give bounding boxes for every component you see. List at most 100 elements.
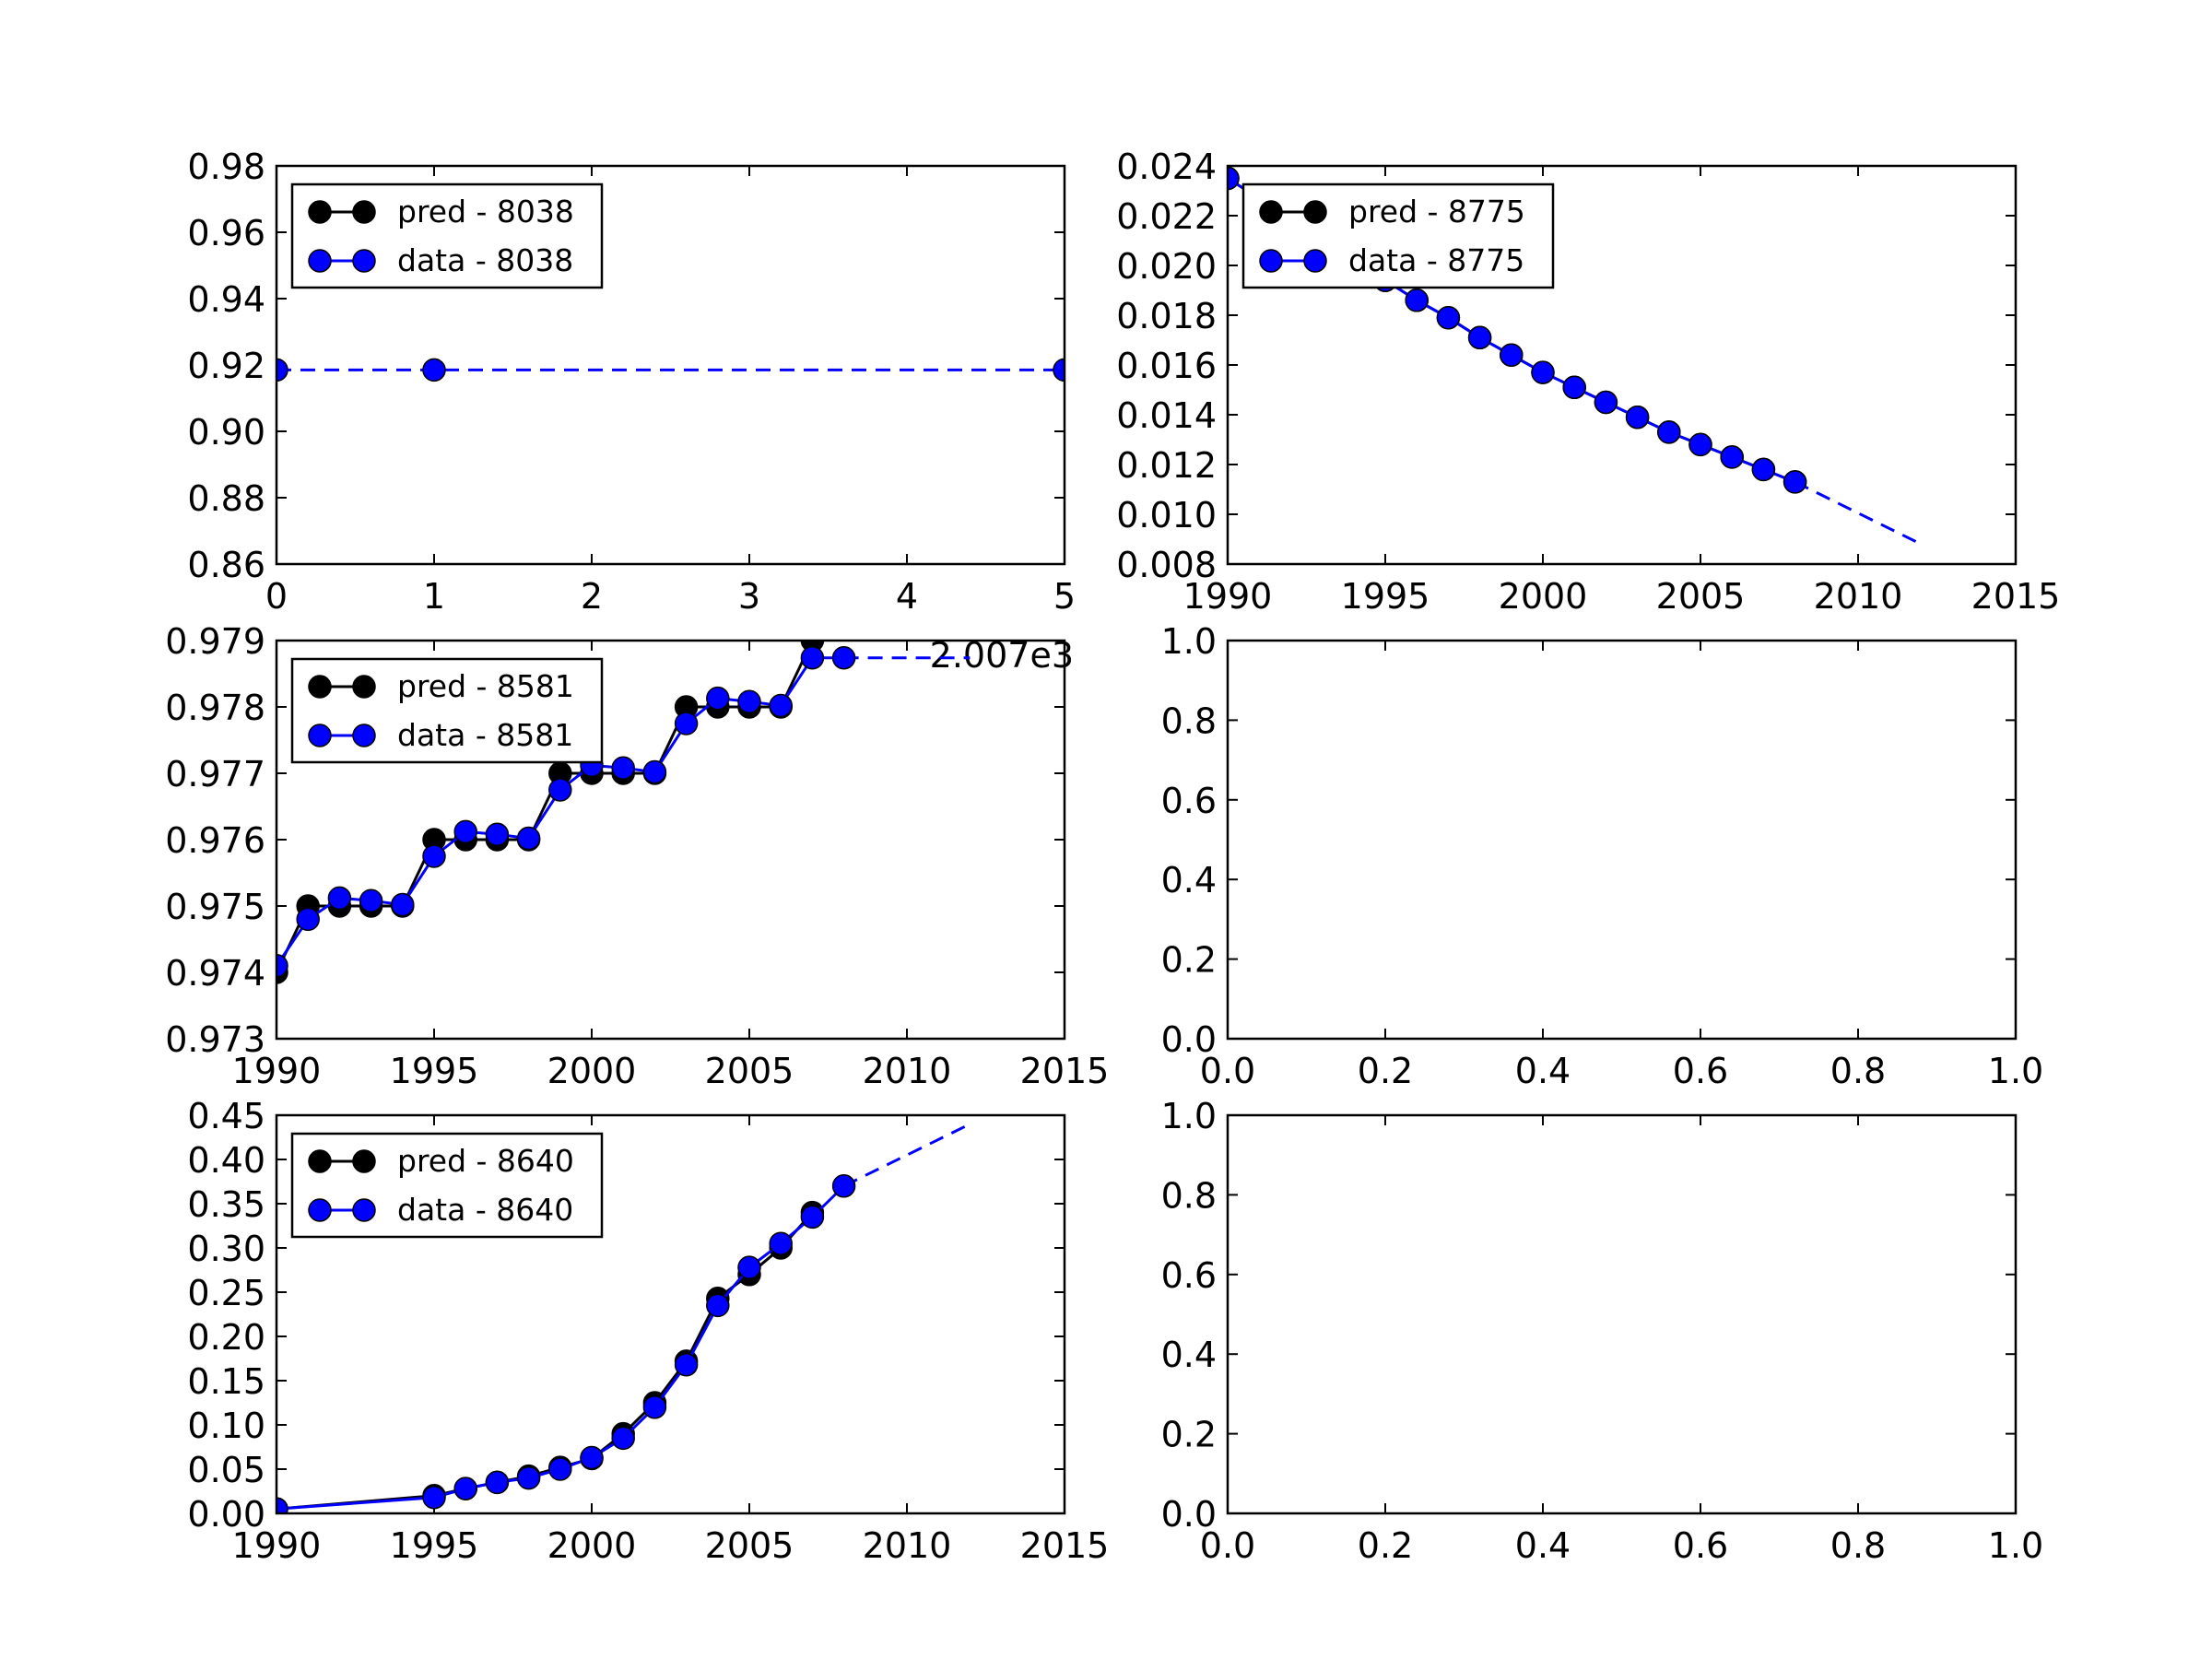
legend-marker (308, 1149, 332, 1173)
y-tick-label: 0.977 (165, 754, 265, 794)
data-point (1783, 470, 1807, 494)
subplot-ax-8640: 1990 1995 2000 2005 2010 2015 0.000.050.100.15… (187, 1096, 1109, 1566)
data-point (276, 954, 288, 978)
y-tick-label: 0.86 (187, 545, 265, 585)
x-tick-label: 0.8 (1830, 1051, 1886, 1091)
data-point (296, 907, 320, 932)
x-tick-label: 0.2 (1358, 1051, 1413, 1091)
y-tick-label: 0.975 (165, 887, 265, 927)
legend: pred - 8038 data - 8038 (290, 182, 604, 289)
x-tick-label: 2005 (705, 1051, 794, 1091)
legend-item: data - 8038 (308, 242, 573, 278)
x-tick-label: 1995 (1341, 576, 1430, 617)
data-point (1657, 420, 1681, 444)
y-tick-label: 0.35 (187, 1184, 265, 1225)
data-point (611, 756, 635, 780)
legend-label: pred - 8640 (397, 1143, 574, 1179)
data-point (737, 1255, 761, 1279)
data-point (359, 888, 383, 912)
legend-box (1241, 182, 1555, 289)
x-tick-label: 1995 (390, 1051, 479, 1091)
data-point (706, 686, 730, 711)
legend-box (290, 182, 604, 289)
x-tick-label: 0.0 (1200, 1525, 1255, 1566)
x-tick-label: 5 (1053, 576, 1076, 617)
data-point (548, 1457, 572, 1481)
x-tick-label: 2010 (863, 1525, 952, 1566)
y-tick-label: 0.2 (1161, 940, 1217, 981)
y-tick-label: 0.40 (187, 1140, 265, 1181)
data-point (485, 1470, 510, 1495)
plot-area (276, 358, 1065, 382)
x-tick-label: 0.0 (1200, 1051, 1255, 1091)
series-data (276, 1174, 856, 1513)
legend-item: data - 8640 (308, 1192, 573, 1228)
data-point (769, 693, 793, 718)
data-point (831, 645, 856, 670)
y-tick-label: 0.30 (187, 1229, 265, 1269)
axes-frame (275, 1113, 1066, 1515)
series-data (276, 358, 1065, 382)
legend-marker (352, 1198, 376, 1222)
x-tick-label: 4 (896, 576, 918, 617)
legend-marker (1259, 249, 1283, 273)
y-tick-label: 0.976 (165, 820, 265, 861)
legend-item: data - 8775 (1259, 242, 1524, 278)
legend-label: pred - 8581 (397, 668, 574, 704)
legend-item: pred - 8581 (308, 668, 574, 704)
data-point (453, 819, 477, 844)
data-point (737, 689, 761, 713)
legend-marker (308, 724, 332, 747)
x-tick-label: 1990 (232, 1051, 322, 1091)
series-data (276, 645, 856, 978)
y-tick-label: 0.92 (187, 346, 265, 386)
legend-box (290, 1132, 604, 1239)
axis-offset-label: 2.007e3 (930, 635, 1074, 676)
y-tick-label: 0.98 (187, 147, 265, 187)
x-tick-label: 1990 (1183, 576, 1273, 617)
x-tick-label: 1.0 (1988, 1525, 2043, 1566)
y-tick-label: 0.024 (1116, 147, 1217, 187)
y-tick-label: 0.974 (165, 953, 265, 994)
legend-marker (352, 200, 376, 224)
legend-marker (1259, 200, 1283, 224)
data-point (1405, 288, 1429, 312)
y-tick-label: 0.2 (1161, 1415, 1217, 1455)
data-point (1594, 390, 1618, 415)
legend: pred - 8640 data - 8640 (290, 1132, 604, 1239)
legend: pred - 8775 data - 8775 (1241, 182, 1555, 289)
x-tick-label: 1990 (232, 1525, 322, 1566)
data-point (642, 1395, 667, 1419)
x-tick-label: 2010 (863, 1051, 952, 1091)
data-point (642, 759, 667, 784)
y-tick-label: 0.8 (1161, 1175, 1217, 1216)
x-tick-label: 1995 (390, 1525, 479, 1566)
y-tick-label: 0.90 (187, 412, 265, 453)
x-tick-label: 0.4 (1515, 1525, 1571, 1566)
y-tick-label: 0.008 (1116, 545, 1217, 585)
axes-frame (275, 639, 1066, 1041)
y-tick-label: 0.978 (165, 688, 265, 728)
legend-label: pred - 8038 (397, 194, 574, 229)
y-tick-label: 1.0 (1161, 1096, 1217, 1136)
data-point (1720, 445, 1744, 469)
data-point (1531, 360, 1555, 384)
data-point (548, 778, 572, 802)
y-tick-label: 0.94 (187, 279, 265, 320)
data-point (1751, 457, 1776, 482)
x-tick-label: 3 (738, 576, 760, 617)
data-point (769, 1231, 793, 1255)
y-tick-label: 0.88 (187, 478, 265, 519)
y-tick-label: 0.0 (1161, 1019, 1217, 1060)
x-tick-label: 1.0 (1988, 1051, 2043, 1091)
y-tick-label: 0.4 (1161, 1335, 1217, 1375)
x-tick-label: 2015 (1020, 1525, 1110, 1566)
legend-item: pred - 8038 (308, 194, 574, 229)
axes-frame (1226, 1113, 2018, 1515)
y-tick-label: 0.979 (165, 621, 265, 662)
x-tick-label: 0.6 (1673, 1525, 1728, 1566)
legend: pred - 8581 data - 8581 (290, 657, 604, 764)
y-tick-label: 0.15 (187, 1361, 265, 1402)
y-tick-label: 0.014 (1116, 395, 1217, 436)
x-tick-label: 2015 (1971, 576, 2061, 617)
